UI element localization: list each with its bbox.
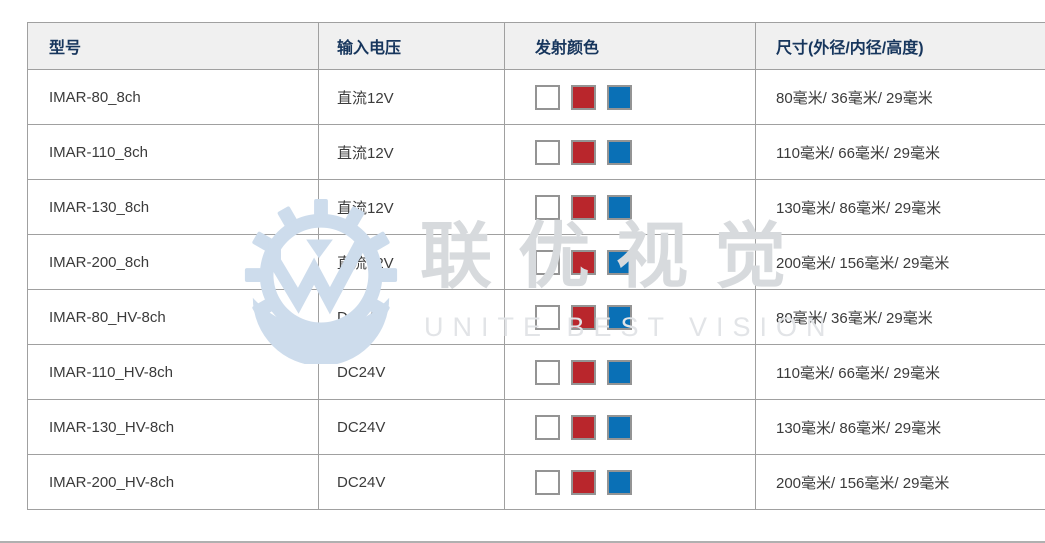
table-row: IMAR-80_8ch 直流12V 80毫米/ 36毫米/ 29毫米 (27, 69, 1045, 125)
red-color-swatch (571, 414, 596, 440)
white-color-swatch (535, 359, 560, 385)
size-cell: 80毫米/ 36毫米/ 29毫米 (755, 289, 1045, 345)
voltage-cell: DC24V (318, 454, 505, 510)
white-color-swatch (535, 249, 560, 275)
header-row: 型号 输入电压 发射颜色 尺寸(外径/内径/高度) (27, 22, 1045, 70)
red-color-swatch (571, 304, 596, 330)
red-color-swatch (571, 139, 596, 165)
spec-table: 型号 输入电压 发射颜色 尺寸(外径/内径/高度) IMAR-80_8ch 直流… (27, 22, 1045, 510)
size-cell: 200毫米/ 156毫米/ 29毫米 (755, 234, 1045, 290)
white-color-swatch (535, 84, 560, 110)
model-link[interactable]: IMAR-110_HV-8ch (27, 344, 319, 400)
emission-color-cell (504, 179, 756, 235)
voltage-cell: 直流12V (318, 69, 505, 125)
size-cell: 130毫米/ 86毫米/ 29毫米 (755, 179, 1045, 235)
model-link[interactable]: IMAR-80_HV-8ch (27, 289, 319, 345)
white-color-swatch (535, 304, 560, 330)
model-link[interactable]: IMAR-110_8ch (27, 124, 319, 180)
table-row: IMAR-110_HV-8ch DC24V 110毫米/ 66毫米/ 29毫米 (27, 344, 1045, 400)
voltage-cell: 直流12V (318, 179, 505, 235)
emission-color-cell (504, 289, 756, 345)
table-row: IMAR-110_8ch 直流12V 110毫米/ 66毫米/ 29毫米 (27, 124, 1045, 180)
header-size: 尺寸(外径/内径/高度) (755, 22, 1045, 70)
voltage-cell: DC24V (318, 289, 505, 345)
size-cell: 110毫米/ 66毫米/ 29毫米 (755, 344, 1045, 400)
red-color-swatch (571, 249, 596, 275)
red-color-swatch (571, 469, 596, 495)
voltage-cell: DC24V (318, 344, 505, 400)
white-color-swatch (535, 194, 560, 220)
blue-color-swatch (607, 304, 632, 330)
header-emission: 发射颜色 (504, 22, 756, 70)
blue-color-swatch (607, 194, 632, 220)
spec-table-container: 型号 输入电压 发射颜色 尺寸(外径/内径/高度) IMAR-80_8ch 直流… (27, 22, 1045, 510)
voltage-cell: 直流12V (318, 124, 505, 180)
red-color-swatch (571, 359, 596, 385)
model-link[interactable]: IMAR-130_HV-8ch (27, 399, 319, 455)
table-row: IMAR-80_HV-8ch DC24V 80毫米/ 36毫米/ 29毫米 (27, 289, 1045, 345)
model-link[interactable]: IMAR-130_8ch (27, 179, 319, 235)
model-link[interactable]: IMAR-200_8ch (27, 234, 319, 290)
size-cell: 130毫米/ 86毫米/ 29毫米 (755, 399, 1045, 455)
emission-color-cell (504, 399, 756, 455)
emission-color-cell (504, 344, 756, 400)
blue-color-swatch (607, 359, 632, 385)
emission-color-cell (504, 69, 756, 125)
voltage-cell: DC24V (318, 399, 505, 455)
blue-color-swatch (607, 84, 632, 110)
size-cell: 80毫米/ 36毫米/ 29毫米 (755, 69, 1045, 125)
red-color-swatch (571, 84, 596, 110)
table-row: IMAR-130_8ch 直流12V 130毫米/ 86毫米/ 29毫米 (27, 179, 1045, 235)
table-row: IMAR-130_HV-8ch DC24V 130毫米/ 86毫米/ 29毫米 (27, 399, 1045, 455)
size-cell: 110毫米/ 66毫米/ 29毫米 (755, 124, 1045, 180)
page-bottom-divider (0, 541, 1045, 543)
blue-color-swatch (607, 469, 632, 495)
voltage-cell: 直流12V (318, 234, 505, 290)
white-color-swatch (535, 469, 560, 495)
blue-color-swatch (607, 249, 632, 275)
emission-color-cell (504, 124, 756, 180)
white-color-swatch (535, 414, 560, 440)
white-color-swatch (535, 139, 560, 165)
blue-color-swatch (607, 414, 632, 440)
header-model: 型号 (27, 22, 319, 70)
model-link[interactable]: IMAR-200_HV-8ch (27, 454, 319, 510)
emission-color-cell (504, 234, 756, 290)
header-voltage: 输入电压 (318, 22, 505, 70)
model-link[interactable]: IMAR-80_8ch (27, 69, 319, 125)
size-cell: 200毫米/ 156毫米/ 29毫米 (755, 454, 1045, 510)
emission-color-cell (504, 454, 756, 510)
table-row: IMAR-200_8ch 直流12V 200毫米/ 156毫米/ 29毫米 (27, 234, 1045, 290)
red-color-swatch (571, 194, 596, 220)
table-row: IMAR-200_HV-8ch DC24V 200毫米/ 156毫米/ 29毫米 (27, 454, 1045, 510)
blue-color-swatch (607, 139, 632, 165)
